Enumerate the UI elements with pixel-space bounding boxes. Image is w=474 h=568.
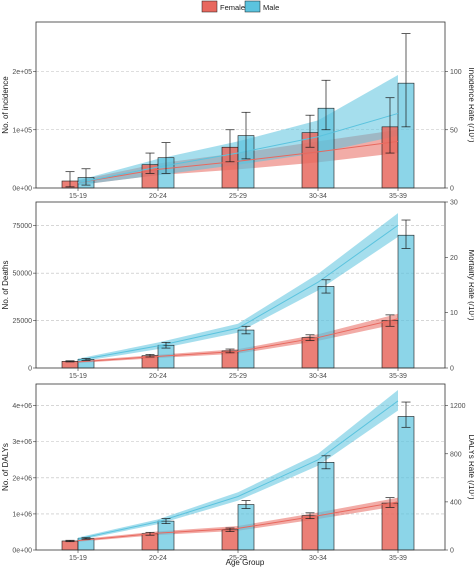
- y2-tick-label: 10: [450, 310, 458, 317]
- y2-tick-label: 1200: [450, 403, 466, 410]
- y2-tick-label: 20: [450, 255, 458, 262]
- x-tick-label: 35-39: [389, 373, 407, 380]
- y-tick-label: 75000: [13, 223, 33, 230]
- y-axis-title: No. of DALYs: [1, 443, 10, 491]
- panel-deaths: 0 25000 50000 75000 0 10 20 30 15-19 20-24 25-29 30…: [1, 200, 474, 381]
- bar-female: [221, 350, 239, 369]
- y-axis-title: No. of incidence: [1, 76, 10, 134]
- y2-tick-label: 30: [450, 200, 458, 207]
- y-tick-label: 0e+00: [12, 186, 32, 193]
- legend-swatch-male: [244, 0, 261, 13]
- bar-female: [381, 502, 399, 551]
- x-tick-label: 30-34: [309, 555, 327, 562]
- y-axis-title: No. of Deaths: [1, 261, 10, 310]
- x-tick-label: 20-24: [149, 193, 167, 200]
- y-tick-label: 25000: [13, 318, 33, 325]
- bar-female: [61, 540, 79, 551]
- y-tick-label: 2e+06: [12, 475, 32, 482]
- legend: Female Male: [201, 0, 279, 13]
- x-tick-label: 25-29: [229, 193, 247, 200]
- rate-line-male: [77, 400, 399, 540]
- y-tick-label: 0: [28, 366, 32, 373]
- bar-female: [141, 533, 159, 551]
- x-tick-label: 15-19: [69, 555, 87, 562]
- y2-axis-title: DALYs Rate (/10⁷): [467, 435, 474, 500]
- bar-male: [157, 520, 175, 551]
- rate-line-female: [77, 501, 399, 542]
- x-tick-label: 25-29: [229, 555, 247, 562]
- bar-female: [61, 361, 79, 369]
- bar-male: [397, 234, 415, 369]
- bar-female: [301, 515, 319, 551]
- panel-border: [35, 201, 446, 369]
- x-tick-label: 25-29: [229, 373, 247, 380]
- y2-tick-label: 100: [450, 69, 462, 76]
- legend-label-female: Female: [220, 3, 245, 12]
- x-tick-label: 35-39: [389, 555, 407, 562]
- bar-female: [221, 529, 239, 551]
- panel-border: [35, 21, 446, 189]
- y-tick-label: 1e+05: [12, 127, 32, 134]
- bar-male: [317, 286, 335, 369]
- x-tick-label: 20-24: [149, 373, 167, 380]
- x-tick-label: 30-34: [309, 193, 327, 200]
- y2-tick-label: 0: [450, 186, 454, 193]
- x-tick-label: 20-24: [149, 555, 167, 562]
- y2-tick-label: 0: [450, 548, 454, 555]
- bar-male: [397, 416, 415, 551]
- x-tick-label: 15-19: [69, 193, 87, 200]
- rate-line-female: [77, 318, 399, 363]
- x-tick-label: 15-19: [69, 373, 87, 380]
- y2-axis-title: Incidence Rate (/10⁷): [467, 68, 474, 143]
- y-tick-label: 3e+06: [12, 439, 32, 446]
- x-tick-label: 35-39: [389, 193, 407, 200]
- bar-female: [381, 320, 399, 369]
- y-tick-label: 4e+06: [12, 403, 32, 410]
- bar-female: [301, 337, 319, 369]
- y-tick-label: 0e+00: [12, 548, 32, 555]
- rate-line-male: [77, 112, 399, 184]
- y2-axis-title: Mortality Rate (/10⁷): [467, 250, 474, 321]
- legend-label-male: Male: [263, 3, 279, 12]
- legend-swatch-female: [201, 0, 218, 13]
- y2-tick-label: 0: [450, 366, 454, 373]
- panel-dalys: 0e+00 1e+06 2e+06 3e+06 4e+06 0 400 800 1200 15-1…: [1, 383, 474, 562]
- y2-tick-label: 50: [450, 127, 458, 134]
- y-tick-label: 1e+06: [12, 511, 32, 518]
- rate-line-male: [77, 224, 399, 361]
- y-tick-label: 50000: [13, 271, 33, 278]
- panel-incidence: 0e+00 1e+05 2e+05 0 50 100 15-19 20-24 25-29 30-3…: [1, 21, 474, 200]
- x-tick-label: 30-34: [309, 373, 327, 380]
- bar-male: [317, 462, 335, 551]
- panel-border: [35, 383, 446, 551]
- y-tick-label: 2e+05: [12, 69, 32, 76]
- x-axis-title: Age Group: [226, 558, 265, 567]
- rate-line-female: [77, 140, 399, 184]
- y2-tick-label: 800: [450, 451, 462, 458]
- y2-tick-label: 400: [450, 499, 462, 506]
